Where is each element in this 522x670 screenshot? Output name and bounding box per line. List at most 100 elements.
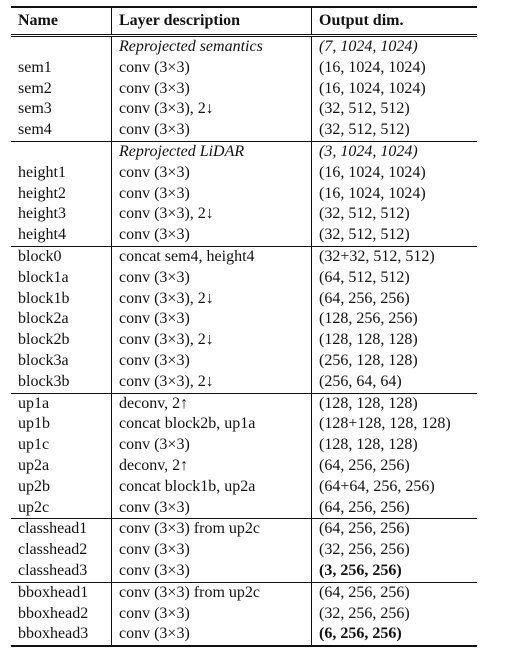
cell-dim: (64, 256, 256): [319, 498, 410, 516]
cell-dim: (64, 256, 256): [319, 520, 410, 538]
table-group: up1a deconv, 2↑ (128, 128, 128) up1b concat …: [11, 392, 477, 519]
cell-name: bboxhead2: [11, 603, 112, 625]
cell-desc: conv (3×3), 2↓: [112, 371, 312, 393]
cell-desc: conv (3×3): [112, 78, 312, 100]
cell-desc: deconv, 2↑: [112, 455, 312, 477]
table-row: classhead1 conv (3×3) from up2c (64, 256, …: [11, 519, 477, 541]
cell-dim: (3, 256, 256): [319, 561, 402, 579]
cell-name: height1: [11, 162, 112, 184]
cell-dim: (64, 256, 256): [319, 289, 410, 307]
cell-desc: conv (3×3): [112, 225, 312, 246]
cell-desc: conv (3×3): [112, 603, 312, 625]
table-row: height1 conv (3×3) (16, 1024, 1024): [11, 162, 477, 184]
table-header-row: Name Layer description Output dim.: [11, 8, 477, 34]
table-row: classhead3 conv (3×3) (3, 256, 256): [11, 560, 477, 582]
cell-name: block0: [11, 246, 112, 268]
cell-desc: conv (3×3): [112, 560, 312, 582]
table-group: bboxhead1 conv (3×3) from up2c (64, 256, 2…: [11, 581, 477, 646]
cell-dim: (16, 1024, 1024): [319, 163, 426, 181]
table-body: Reprojected semantics (7, 1024, 1024) sem1…: [11, 34, 477, 646]
cell-dim: (32, 512, 512): [319, 226, 410, 244]
table-subheader-row: Reprojected LiDAR (3, 1024, 1024): [11, 141, 477, 163]
cell-desc: Reprojected semantics: [112, 37, 312, 58]
cell-desc: conv (3×3), 2↓: [112, 288, 312, 310]
cell-dim: (256, 64, 64): [319, 372, 402, 390]
table-row: sem3 conv (3×3), 2↓ (32, 512, 512): [11, 99, 477, 121]
cell-desc: conv (3×3), 2↓: [112, 330, 312, 351]
cell-name: height4: [11, 225, 112, 246]
cell-dim: (16, 1024, 1024): [319, 184, 426, 202]
cell-desc: concat block2b, up1a: [112, 414, 312, 436]
cell-desc: conv (3×3) from up2c: [112, 582, 312, 604]
table-row: bboxhead1 conv (3×3) from up2c (64, 256, 2…: [11, 582, 477, 604]
cell-name: up2a: [11, 455, 112, 477]
cell-dim: (64+64, 256, 256): [319, 477, 435, 495]
table-row: block1a conv (3×3) (64, 512, 512): [11, 267, 477, 289]
cell-desc: conv (3×3): [112, 57, 312, 79]
cell-desc: deconv, 2↑: [112, 393, 312, 415]
cell-name: block3b: [11, 371, 112, 393]
cell-name: [11, 141, 112, 163]
table-row: block1b conv (3×3), 2↓ (64, 256, 256): [11, 288, 477, 310]
cell-name: block2a: [11, 309, 112, 331]
cell-dim: (128, 128, 128): [319, 436, 418, 454]
cell-dim: (32, 512, 512): [319, 121, 410, 139]
table-row: height2 conv (3×3) (16, 1024, 1024): [11, 183, 477, 205]
cell-name: block1a: [11, 267, 112, 289]
table-row: height4 conv (3×3) (32, 512, 512): [11, 225, 477, 246]
table-row: block2b conv (3×3), 2↓ (128, 128, 128): [11, 330, 477, 351]
cell-dim: (32, 512, 512): [319, 205, 410, 223]
table-row: block3a conv (3×3) (256, 128, 128): [11, 350, 477, 372]
table-row: block2a conv (3×3) (128, 256, 256): [11, 309, 477, 331]
table-row: bboxhead3 conv (3×3) (6, 256, 256): [11, 624, 477, 646]
cell-name: up1c: [11, 435, 112, 456]
cell-desc: conv (3×3): [112, 120, 312, 141]
cell-name: up2b: [11, 476, 112, 498]
cell-desc: Reprojected LiDAR: [112, 141, 312, 163]
cell-desc: conv (3×3), 2↓: [112, 99, 312, 121]
table-group: block0 concat sem4, height4 (32+32, 512, 5…: [11, 245, 477, 393]
cell-name: height3: [11, 204, 112, 226]
table-row: sem1 conv (3×3) (16, 1024, 1024): [11, 57, 477, 79]
table-group: Reprojected semantics (7, 1024, 1024) sem1…: [11, 34, 477, 141]
table-group: Reprojected LiDAR (3, 1024, 1024) height1 c…: [11, 140, 477, 246]
header-layer-description: Layer description: [112, 8, 312, 34]
table-row: up2a deconv, 2↑ (64, 256, 256): [11, 455, 477, 477]
cell-desc: conv (3×3): [112, 540, 312, 561]
table-row: up2c conv (3×3) (64, 256, 256): [11, 497, 477, 519]
cell-desc: conv (3×3): [112, 183, 312, 205]
cell-dim: (64, 512, 512): [319, 268, 410, 286]
cell-name: classhead3: [11, 560, 112, 582]
cell-dim: (16, 1024, 1024): [319, 58, 426, 76]
cell-dim: (64, 256, 256): [319, 583, 410, 601]
cell-desc: concat block1b, up2a: [112, 476, 312, 498]
cell-name: sem4: [11, 120, 112, 141]
cell-name: block1b: [11, 288, 112, 310]
table-row: up1c conv (3×3) (128, 128, 128): [11, 435, 477, 456]
table-row: block0 concat sem4, height4 (32+32, 512, 5…: [11, 246, 477, 268]
cell-name: sem3: [11, 99, 112, 121]
cell-name: sem1: [11, 57, 112, 79]
cell-dim: (128, 128, 128): [319, 394, 418, 412]
cell-dim: (128+128, 128, 128): [319, 415, 451, 433]
cell-dim: (32, 256, 256): [319, 541, 410, 559]
cell-dim: (7, 1024, 1024): [319, 38, 418, 55]
table-row: up1a deconv, 2↑ (128, 128, 128): [11, 393, 477, 415]
cell-name: block2b: [11, 330, 112, 351]
cell-dim: (64, 256, 256): [319, 456, 410, 474]
cell-desc: conv (3×3): [112, 267, 312, 289]
cell-name: up1a: [11, 393, 112, 415]
cell-dim: (32, 512, 512): [319, 100, 410, 118]
table-row: sem4 conv (3×3) (32, 512, 512): [11, 120, 477, 141]
architecture-table: Name Layer description Output dim. Repro…: [11, 6, 477, 648]
cell-desc: conv (3×3) from up2c: [112, 519, 312, 541]
table-row: up1b concat block2b, up1a (128+128, 128, 1…: [11, 414, 477, 436]
cell-desc: conv (3×3): [112, 497, 312, 519]
cell-name: up1b: [11, 414, 112, 436]
cell-desc: conv (3×3): [112, 309, 312, 331]
cell-dim: (6, 256, 256): [319, 625, 402, 643]
cell-name: classhead2: [11, 540, 112, 561]
cell-dim: (128, 128, 128): [319, 331, 418, 349]
cell-desc: conv (3×3): [112, 162, 312, 184]
cell-name: sem2: [11, 78, 112, 100]
